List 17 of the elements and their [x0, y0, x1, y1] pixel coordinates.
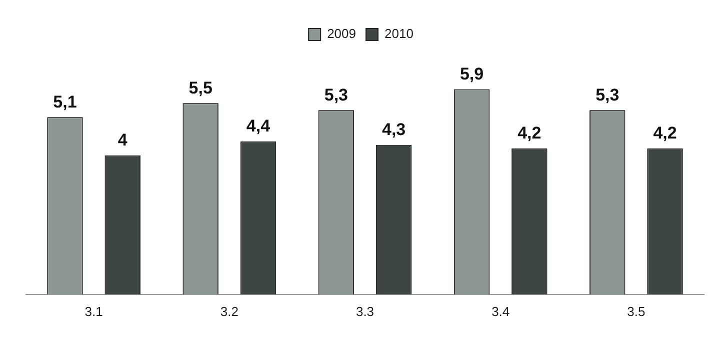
- x-tick-label: 3.1: [84, 304, 103, 319]
- data-label: 4,4: [246, 116, 271, 136]
- legend-label: 2010: [384, 26, 414, 42]
- x-tick-label: 3.4: [492, 304, 510, 319]
- data-label: 4,3: [382, 120, 406, 140]
- data-label: 4,2: [518, 124, 542, 143]
- data-label: 5,3: [596, 85, 620, 104]
- data-label: 5,9: [460, 64, 484, 84]
- data-label: 5,3: [324, 85, 348, 104]
- x-tick-label: 3.2: [220, 304, 238, 319]
- x-tick-label: 3.5: [627, 304, 646, 319]
- x-tick-label: 3.3: [356, 304, 374, 319]
- data-label: 4,2: [653, 124, 677, 143]
- data-label: 5,1: [53, 92, 77, 112]
- legend-label: 2009: [327, 26, 356, 42]
- data-label: 4: [118, 130, 128, 150]
- data-label: 5,5: [188, 78, 212, 98]
